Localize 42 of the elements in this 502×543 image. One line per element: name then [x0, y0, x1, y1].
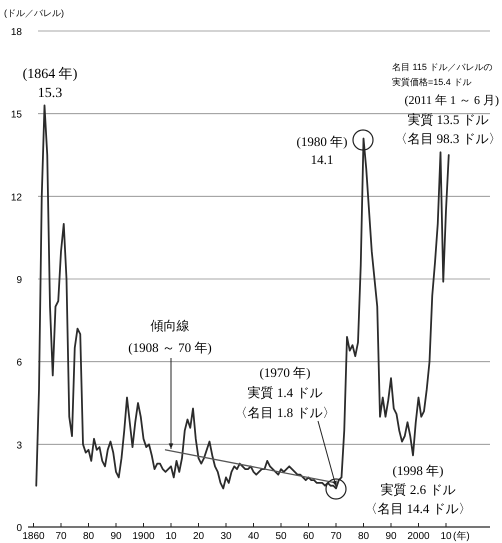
x-tick-label: 20 — [192, 531, 204, 542]
x-tick-label: 10 — [440, 531, 452, 542]
x-tick-label: 1860 — [22, 531, 46, 542]
annotation: (2011 年 1 ～ 6 月) — [404, 93, 500, 107]
x-tick-label: 90 — [110, 531, 122, 542]
annotation: 〈名目 14.4 ドル〉 — [364, 501, 472, 516]
annotation: 傾向線 — [150, 318, 190, 333]
x-tick-label: 70 — [330, 531, 342, 542]
y-tick-label: 18 — [10, 27, 22, 38]
x-tick-label: 60 — [302, 531, 314, 542]
annotation: 〈名目 1.8 ドル〉 — [234, 405, 336, 420]
x-axis-title: (年) — [453, 530, 470, 542]
x-tick-label: 50 — [275, 531, 287, 542]
y-axis-title: (ドル／バレル) — [4, 8, 64, 18]
annotation: 〈名目 98.3 ドル〉 — [394, 131, 502, 146]
x-tick-label: 70 — [55, 531, 67, 542]
y-tick-label: 0 — [16, 523, 22, 534]
annotation: 14.1 — [310, 152, 334, 167]
annotation: 実質 13.5 ドル — [407, 112, 489, 127]
annotation: 実質 2.6 ドル — [380, 482, 456, 497]
x-tick-label: 10 — [165, 531, 177, 542]
x-tick-label: 2000 — [407, 531, 430, 542]
annotation: 名目 115 ドル／バレルの — [392, 62, 492, 72]
x-tick-label: 90 — [385, 531, 397, 542]
annotation: 実質価格=15.4 ドル — [392, 77, 472, 87]
y-tick-label: 9 — [16, 275, 22, 286]
x-tick-label: 40 — [248, 531, 260, 542]
annotation: (1980 年) — [296, 134, 348, 149]
annotation: (1908 ～ 70 年) — [128, 340, 212, 355]
x-tick-label: 80 — [82, 531, 94, 542]
annotation: 実質 1.4 ドル — [248, 385, 322, 400]
x-tick-label: 30 — [220, 531, 232, 542]
annotation: 15.3 — [38, 86, 62, 101]
x-tick-label: 80 — [358, 531, 370, 542]
y-tick-label: 12 — [10, 192, 22, 204]
y-tick-label: 15 — [10, 110, 22, 121]
y-tick-label: 6 — [16, 358, 22, 369]
annotation: (1864 年) — [22, 66, 78, 82]
annotation: (1970 年) — [260, 365, 310, 380]
x-tick-label: 1900 — [132, 531, 156, 542]
y-tick-label: 3 — [16, 440, 22, 452]
annotation: (1998 年) — [392, 463, 444, 478]
